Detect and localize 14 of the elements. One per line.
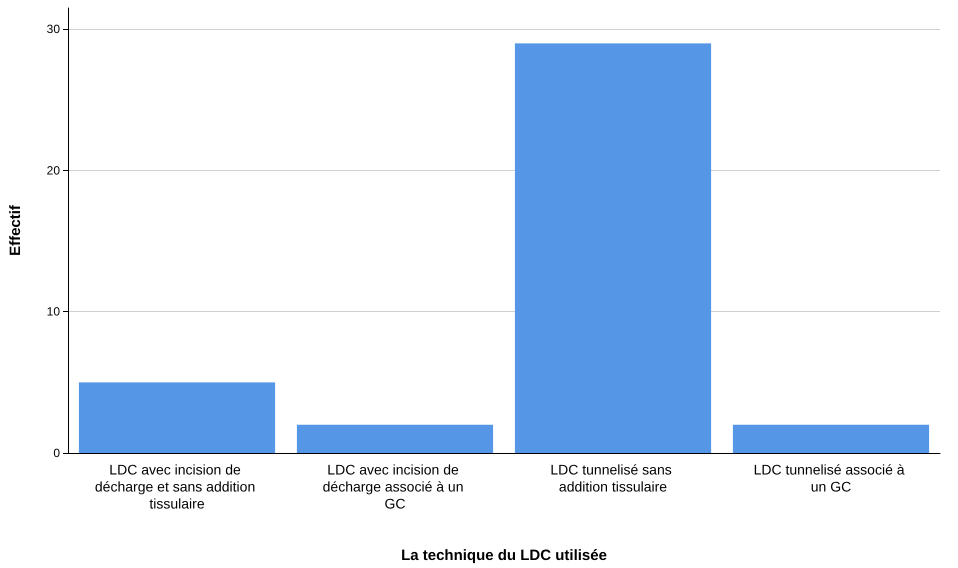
bar [296, 424, 494, 453]
y-tick-label: 10 [46, 304, 60, 319]
x-tick-label: LDC avec incision de décharge associé à un GC [322, 462, 468, 512]
y-tick-label: 0 [53, 446, 60, 460]
bar [732, 424, 930, 453]
x-axis-title: La technique du LDC utilisée [401, 547, 607, 564]
bar [514, 43, 712, 453]
y-tick-label: 30 [46, 22, 60, 36]
y-tick-label: 20 [46, 163, 60, 178]
x-tick-label: LDC tunnelisé associé à un GC [754, 462, 908, 494]
bar [78, 382, 276, 453]
x-tick-label: LDC tunnelisé sans addition tissulaire [550, 462, 676, 494]
y-axis-title: Effectif [7, 204, 24, 256]
x-tick-label: LDC avec incision de décharge et sans addition tissulaire [94, 462, 260, 512]
